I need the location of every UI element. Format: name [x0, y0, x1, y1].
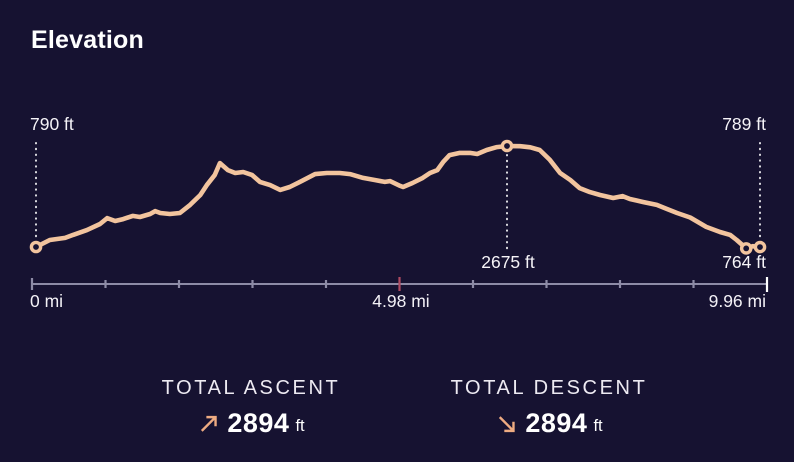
total-descent-value: 2894 [525, 408, 588, 438]
axis-label-end: 9.96 mi [708, 291, 766, 311]
peak-elevation-label: 2675 ft [481, 252, 535, 272]
elevation-chart-canvas[interactable] [0, 0, 794, 340]
total-descent-stat: TOTAL DESCENT 2894 ft [451, 377, 648, 439]
page-title: Elevation [31, 26, 144, 54]
point-marker-start [29, 240, 43, 254]
total-ascent-unit: ft [295, 417, 305, 435]
total-descent-label: TOTAL DESCENT [450, 377, 648, 399]
axis-label-mid: 4.98 mi [372, 291, 430, 311]
total-descent-unit: ft [593, 417, 603, 435]
point-marker-peak [500, 139, 514, 153]
point-marker-end [753, 240, 767, 254]
total-ascent-label: TOTAL ASCENT [161, 377, 341, 399]
end-elevation-label: 789 ft [722, 114, 766, 134]
low-elevation-label: 764 ft [722, 252, 766, 272]
elevation-profile-line [33, 143, 763, 251]
descent-arrow-icon [498, 415, 515, 432]
start-elevation-label: 790 ft [30, 114, 74, 134]
axis-label-start: 0 mi [30, 291, 64, 311]
total-ascent-stat: TOTAL ASCENT 2894 ft [162, 377, 341, 439]
point-marker-end-low [739, 242, 753, 255]
total-ascent-value: 2894 [227, 408, 290, 438]
ascent-arrow-icon [200, 415, 217, 432]
